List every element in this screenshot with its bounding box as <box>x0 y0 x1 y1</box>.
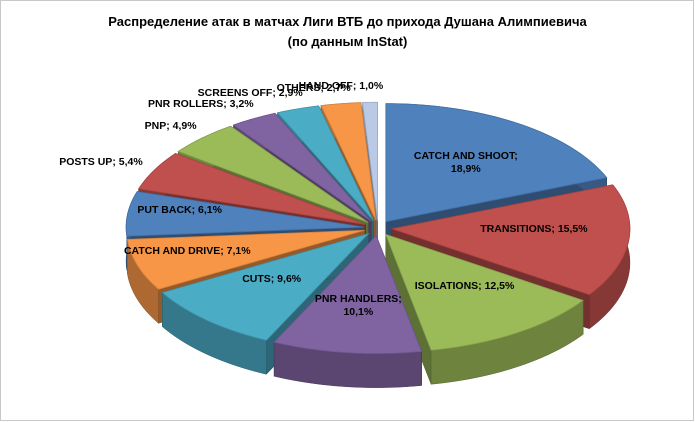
slice <box>320 102 377 221</box>
slice <box>232 112 372 222</box>
slice <box>125 191 365 237</box>
data-label: CUTS; 9,6% <box>242 272 302 285</box>
data-label: POSTS UP; 5,4% <box>59 155 143 168</box>
data-label: PUT BACK; 6,1% <box>137 203 222 216</box>
data-label: PNR HANDLERS; 10,1% <box>314 292 402 318</box>
slice <box>390 184 631 296</box>
chart-title: Распределение атак в матчах Лиги ВТБ до … <box>108 14 587 29</box>
data-label: CATCH AND SHOOT; 18,9% <box>413 149 518 175</box>
slice <box>137 152 366 225</box>
slice <box>385 103 608 223</box>
slice <box>385 233 584 351</box>
slice <box>126 229 365 290</box>
data-label: ISOLATIONS; 12,5% <box>414 280 515 293</box>
data-label: HAND OFF; 1,0% <box>298 80 384 93</box>
slice <box>362 101 378 221</box>
slice <box>161 232 370 341</box>
slice <box>273 234 423 355</box>
data-label: CATCH AND DRIVE; 7,1% <box>123 244 251 257</box>
data-label: PNR ROLLERS; 3,2% <box>148 98 254 111</box>
data-label: SCREENS OFF; 2,9% <box>197 87 303 100</box>
data-label: PNP; 4,9% <box>144 119 197 132</box>
data-label: TRANSITIONS; 15,5% <box>480 223 588 236</box>
slice <box>276 105 374 221</box>
slice <box>177 125 369 223</box>
data-label: OTHERS; 2,7% <box>276 81 351 94</box>
chart-subtitle: (по данным InStat) <box>287 34 408 49</box>
